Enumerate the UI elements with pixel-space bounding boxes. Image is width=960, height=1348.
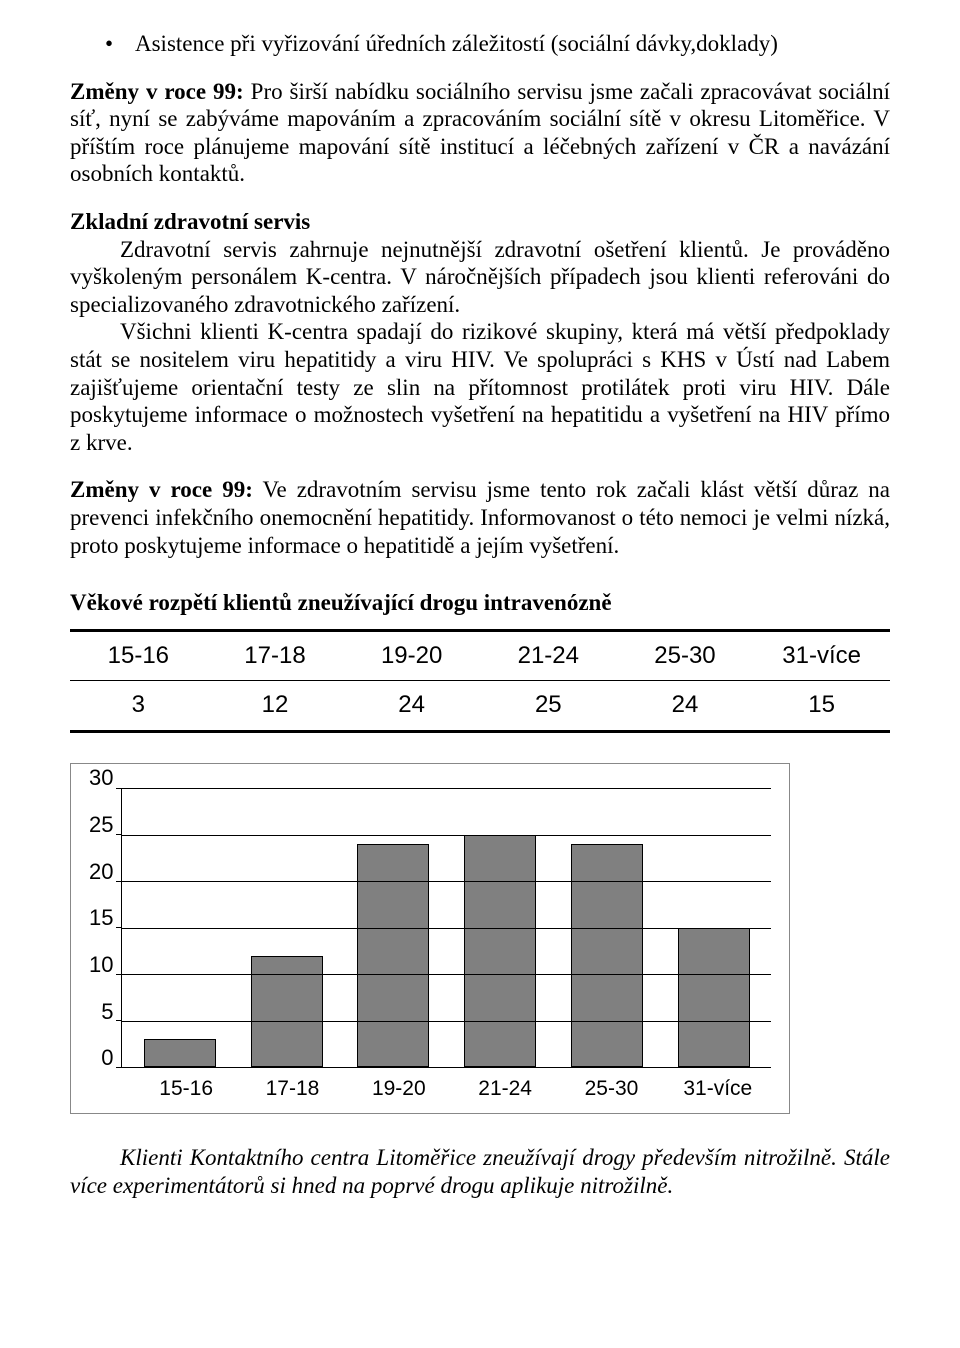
age-table-block: Věkové rozpětí klientů zneužívající drog… [70, 589, 890, 733]
table-header-cell: 15-16 [70, 630, 207, 681]
y-axis: 30 25 20 15 10 5 0 [89, 788, 121, 1068]
y-tick-label: 15 [89, 905, 113, 930]
y-tick-label: 20 [89, 859, 113, 884]
x-axis-labels: 15-1617-1819-2021-2425-3031-více [89, 1068, 771, 1101]
para1-lead: Změny v roce 99: [70, 79, 244, 104]
table-header-row: 15-16 17-18 19-20 21-24 25-30 31-více [70, 630, 890, 681]
y-tick-mark [116, 974, 122, 975]
heading-health-service: Zkladní zdravotní servis [70, 208, 890, 236]
grid-line [122, 928, 771, 929]
y-tick-mark [116, 1067, 122, 1068]
age-table: 15-16 17-18 19-20 21-24 25-30 31-více 3 … [70, 629, 890, 734]
x-axis-label: 15-16 [133, 1076, 239, 1101]
grid-line [122, 835, 771, 836]
paragraph-health-1: Zdravotní servis zahrnuje nejnutnější zd… [70, 236, 890, 319]
chart-area: 30 25 20 15 10 5 0 [89, 788, 771, 1068]
bar-chart: 30 25 20 15 10 5 0 15-1617-1819-2021-242… [70, 763, 790, 1114]
bar [144, 1039, 216, 1067]
table-header-cell: 19-20 [343, 630, 480, 681]
table-title: Věkové rozpětí klientů zneužívající drog… [70, 589, 890, 617]
table-header-cell: 17-18 [207, 630, 344, 681]
para4-lead: Změny v roce 99: [70, 477, 253, 502]
y-tick-label: 25 [89, 812, 113, 837]
y-tick-mark [116, 927, 122, 928]
table-data-cell: 3 [70, 681, 207, 732]
x-axis-label: 17-18 [239, 1076, 345, 1101]
table-data-row: 3 12 24 25 24 15 [70, 681, 890, 732]
x-axis-label: 21-24 [452, 1076, 558, 1101]
table-header-cell: 31-více [753, 630, 890, 681]
y-tick-label: 10 [89, 952, 113, 977]
y-tick-label: 5 [101, 999, 113, 1024]
table-data-cell: 12 [207, 681, 344, 732]
bullet-item: • Asistence při vyřizování úředních zále… [70, 30, 890, 58]
y-tick-mark [116, 1020, 122, 1021]
x-axis-label: 31-více [665, 1076, 771, 1101]
table-data-cell: 24 [617, 681, 754, 732]
bullet-glyph: • [105, 30, 135, 58]
y-tick-mark [116, 881, 122, 882]
x-axis-label: 25-30 [558, 1076, 664, 1101]
bar [678, 928, 750, 1068]
bar [571, 844, 643, 1067]
y-tick-mark [116, 788, 122, 789]
table-data-cell: 24 [343, 681, 480, 732]
paragraph-changes-99-social: Změny v roce 99: Pro širší nabídku sociá… [70, 78, 890, 188]
bar [464, 835, 536, 1068]
y-tick-mark [116, 834, 122, 835]
bar [357, 844, 429, 1067]
y-tick-label: 30 [89, 765, 113, 790]
grid-line [122, 881, 771, 882]
grid-line [122, 1021, 771, 1022]
table-header-cell: 25-30 [617, 630, 754, 681]
paragraph-changes-99-health: Změny v roce 99: Ve zdravotním servisu j… [70, 476, 890, 559]
grid-line [122, 974, 771, 975]
y-tick-label: 0 [101, 1045, 113, 1070]
chart-caption: Klienti Kontaktního centra Litoměřice zn… [70, 1144, 890, 1199]
table-data-cell: 15 [753, 681, 890, 732]
bar [251, 956, 323, 1068]
table-data-cell: 25 [480, 681, 617, 732]
table-header-cell: 21-24 [480, 630, 617, 681]
paragraph-health-2: Všichni klienti K-centra spadají do rizi… [70, 318, 890, 456]
grid-line [122, 788, 771, 789]
bullet-text: Asistence při vyřizování úředních záleži… [135, 30, 890, 58]
plot-area [121, 788, 771, 1068]
x-axis-label: 19-20 [346, 1076, 452, 1101]
